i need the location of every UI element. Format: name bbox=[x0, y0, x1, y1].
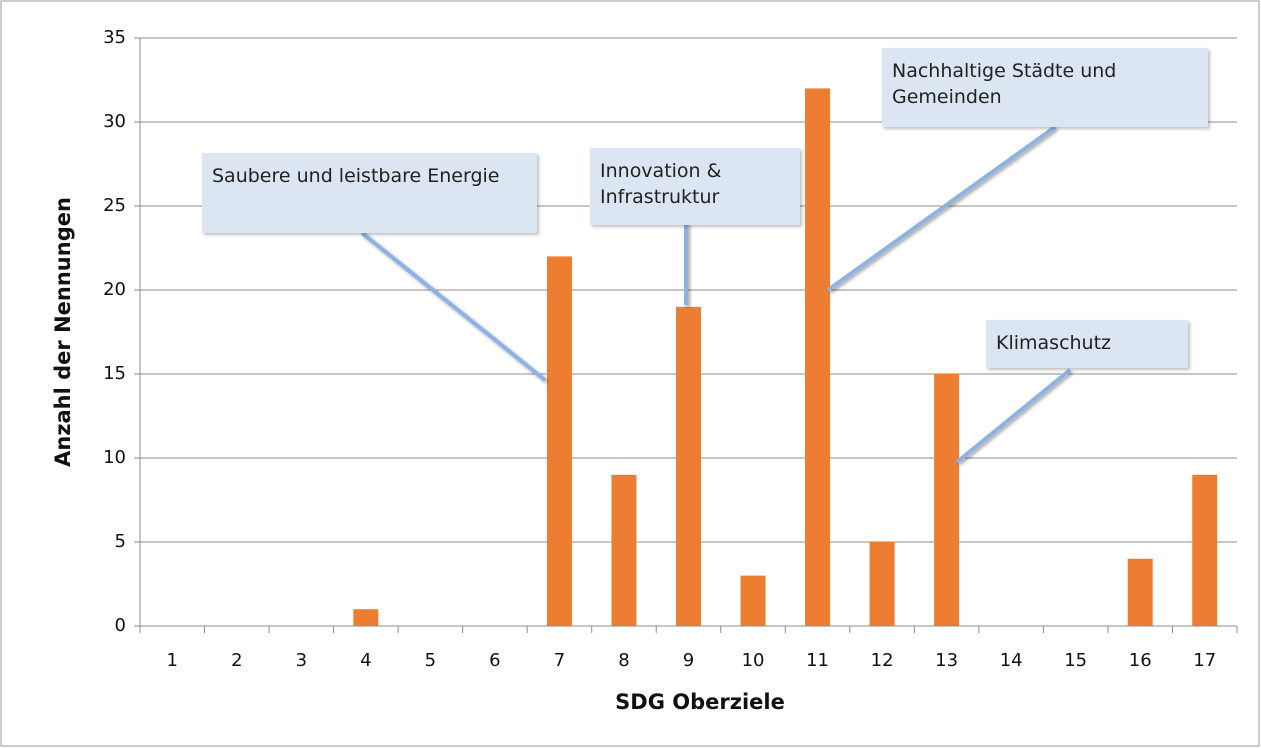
x-tick-label: 15 bbox=[1064, 650, 1087, 671]
annotation: Klimaschutz bbox=[986, 320, 1188, 368]
y-tick-label: 5 bbox=[115, 531, 126, 552]
x-tick-label: 1 bbox=[167, 650, 178, 671]
y-tick-label: 10 bbox=[103, 447, 126, 468]
y-tick-label: 25 bbox=[103, 195, 126, 216]
bar bbox=[676, 306, 701, 626]
x-tick-label: 5 bbox=[425, 650, 436, 671]
bar bbox=[611, 474, 637, 626]
leader-line bbox=[360, 231, 547, 382]
x-tick-label: 11 bbox=[806, 650, 829, 671]
x-tick-label: 10 bbox=[742, 650, 765, 671]
y-tick-label: 35 bbox=[103, 27, 126, 48]
annotation: Nachhaltige Städte und Gemeinden bbox=[882, 48, 1208, 127]
bar bbox=[740, 575, 766, 626]
y-tick-label: 15 bbox=[103, 363, 126, 384]
bar bbox=[934, 374, 960, 626]
x-tick-label: 4 bbox=[360, 650, 371, 671]
x-tick-label: 6 bbox=[489, 650, 500, 671]
annotation: Saubere und leistbare Energie bbox=[202, 153, 537, 233]
x-tick-label: 8 bbox=[618, 650, 629, 671]
x-tick-label: 14 bbox=[1000, 650, 1023, 671]
y-tick-label: 30 bbox=[103, 111, 126, 132]
x-tick-label: 2 bbox=[231, 650, 242, 671]
x-tick-label: 3 bbox=[296, 650, 307, 671]
x-axis-label: SDG Oberziele bbox=[615, 690, 785, 714]
x-tick-label: 12 bbox=[871, 650, 894, 671]
x-tick-label: 13 bbox=[935, 650, 958, 671]
bar bbox=[805, 88, 831, 626]
bar bbox=[1127, 558, 1153, 626]
bar bbox=[1192, 474, 1218, 626]
y-tick-label: 0 bbox=[115, 615, 126, 636]
x-tick-label: 17 bbox=[1193, 650, 1216, 671]
x-tick-label: 9 bbox=[683, 650, 694, 671]
leader-line bbox=[826, 125, 1057, 292]
leader-lines bbox=[360, 125, 1072, 464]
leader-line bbox=[955, 368, 1072, 464]
x-tick-label: 16 bbox=[1129, 650, 1152, 671]
x-tick-label: 7 bbox=[554, 650, 565, 671]
y-axis-label: Anzahl der Nennungen bbox=[51, 197, 75, 467]
bar bbox=[353, 609, 379, 626]
annotation: Innovation & Infrastruktur bbox=[590, 148, 800, 225]
y-tick-label: 20 bbox=[103, 279, 126, 300]
bar bbox=[869, 542, 895, 626]
bar bbox=[546, 256, 572, 626]
